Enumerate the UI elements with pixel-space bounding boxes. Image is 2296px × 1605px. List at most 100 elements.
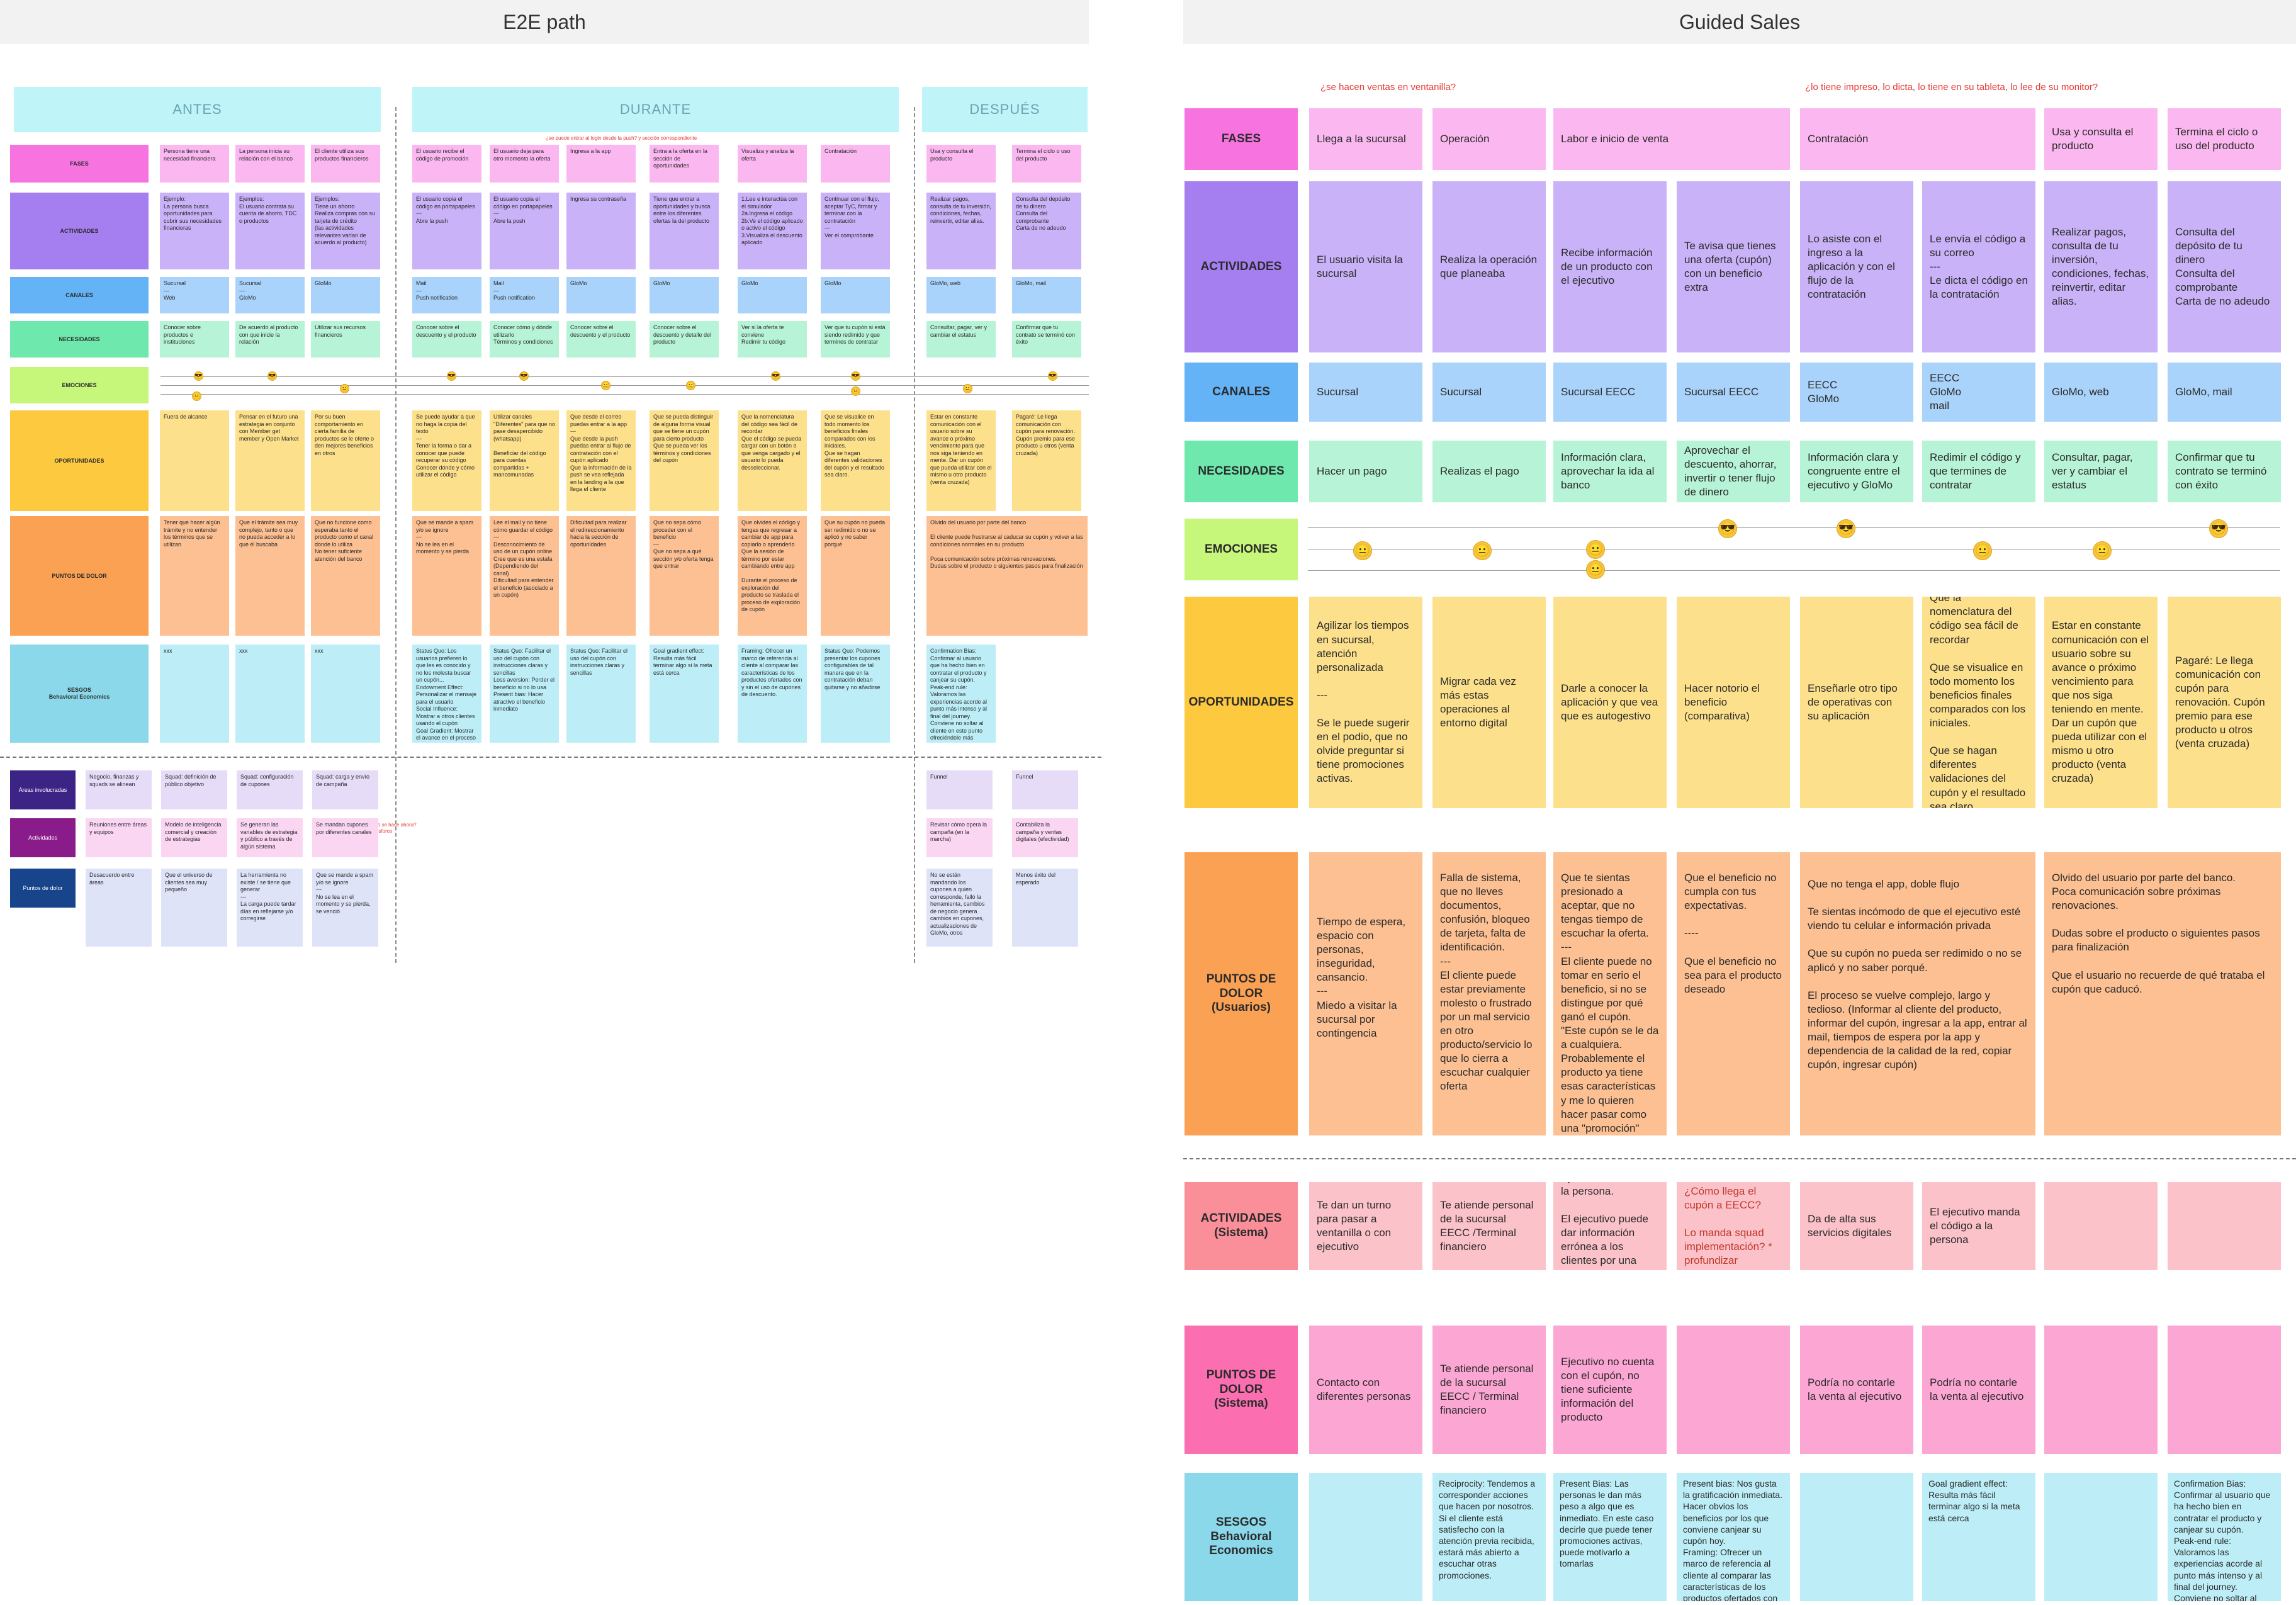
gs-sesgos-card: Present Bias: Las personas le dan más pe… bbox=[1553, 1473, 1667, 1601]
emotion-face-icon: 😐 bbox=[963, 384, 972, 393]
e2e-lower_actividades-card: Reuniones entre áreas y equipos bbox=[86, 818, 152, 857]
e2e-canales-card: GloMo, mail bbox=[1012, 277, 1081, 313]
gs-sesgos-card: Reciprocity: Tendemos a corresponder acc… bbox=[1432, 1473, 1546, 1601]
row-label-emociones: EMOCIONES bbox=[10, 367, 149, 403]
gs-label-puntos-sistema: PUNTOS DE DOLOR (Sistema) bbox=[1185, 1326, 1298, 1454]
row-label-fases: FASES bbox=[10, 145, 149, 183]
gs-label-emociones: EMOCIONES bbox=[1185, 519, 1298, 580]
gs-oportunidades-card: Hacer notorio el beneficio (comparativa) bbox=[1677, 597, 1790, 808]
e2e-sesgos-card: Status Quo: Podemos presentar los cupone… bbox=[821, 645, 890, 743]
gs-oportunidades-card: Enseñarle otro tipo de operativas con su… bbox=[1800, 597, 1913, 808]
emotion-face-icon: 😐 bbox=[1586, 540, 1605, 559]
gs-label-sesgos: SESGOS Behavioral Economics bbox=[1185, 1473, 1298, 1601]
emotion-face-icon: 😎 bbox=[771, 371, 780, 381]
e2e-fases-card: Contratación bbox=[821, 145, 890, 183]
e2e-necesidades-card: Utilizar sus recursos financieros bbox=[311, 321, 380, 358]
gs-sesgos-card bbox=[1309, 1473, 1422, 1601]
gs-puntos-card: Que el beneficio no cumpla con tus expec… bbox=[1677, 852, 1790, 1135]
e2e-lower_puntos-card: La herramienta no existe / se tiene que … bbox=[237, 869, 303, 947]
gs-canales-card: GloMo, web bbox=[2044, 363, 2158, 422]
emotion-face-icon: 😐 bbox=[2093, 541, 2112, 560]
e2e-sesgos-card: Status Quo: Facilitar el uso del cupón c… bbox=[566, 645, 636, 743]
durante-header: DURANTE bbox=[412, 87, 899, 132]
e2e-sesgos-card: Status Quo: Los usuarios prefieren lo qu… bbox=[412, 645, 481, 743]
emotion-face-icon: 😎 bbox=[1718, 519, 1737, 538]
gs-sesgos-card: Present bias: Nos gusta la gratificación… bbox=[1677, 1473, 1790, 1601]
gs-canales-card: EECC GloMo bbox=[1800, 363, 1913, 422]
e2e-canales-card: GloMo bbox=[821, 277, 890, 313]
e2e-areas-card: Funnel bbox=[926, 770, 993, 809]
e2e-oportunidades-card: Que se pueda distinguir de alguna forma … bbox=[650, 410, 719, 511]
emotion-line-low bbox=[160, 394, 1089, 395]
e2e-lower_actividades-card: Se generan las variables de estrategia y… bbox=[237, 818, 303, 857]
e2e-oportunidades-card: Se puede ayudar a que no haga la copia d… bbox=[412, 410, 481, 511]
gs-canales-card: Sucursal EECC bbox=[1553, 363, 1667, 422]
e2e-oportunidades-card: Fuera de alcance bbox=[160, 410, 229, 511]
gs-act_sistema-card: Da de alta sus servicios digitales bbox=[1800, 1182, 1913, 1270]
e2e-lower_actividades-card: Se mandan cupones por diferentes canales bbox=[312, 818, 378, 857]
e2e-actividades-card: Continuar con el flujo, aceptar TyC, fir… bbox=[821, 193, 890, 269]
e2e-lower_actividades-card: Contabiliza la campaña y ventas digitale… bbox=[1012, 818, 1078, 857]
gs-actividades-card: Realiza la operación que planeaba bbox=[1432, 181, 1546, 352]
e2e-areas-card: Squad: definición de público objetivo bbox=[161, 770, 227, 809]
e2e-areas-card: Squad: carga y envío de campaña bbox=[312, 770, 378, 809]
gs-emotion-line-low bbox=[1308, 570, 2280, 571]
emotion-face-icon: 😐 bbox=[1353, 541, 1372, 560]
e2e-fases-card: Termina el ciclo o uso del producto bbox=[1012, 145, 1081, 183]
e2e-oportunidades-card: Que la nomenclatura del código sea fácil… bbox=[738, 410, 807, 511]
emotion-face-icon: 😐 bbox=[340, 384, 349, 393]
divider-right-lower bbox=[1183, 1158, 2296, 1159]
gs-actividades-card: El usuario visita la sucursal bbox=[1309, 181, 1422, 352]
e2e-oportunidades-card: Por su buen comportamiento en cierta fam… bbox=[311, 410, 380, 511]
e2e-lower_actividades-card: Revisar cómo opera la campaña (en la mar… bbox=[926, 818, 993, 857]
emotion-face-icon: 😎 bbox=[519, 371, 529, 381]
e2e-oportunidades-card: Que desde el correo puedas entrar a la a… bbox=[566, 410, 636, 511]
row-label-sesgos: SESGOS Behavioral Economics bbox=[10, 645, 149, 743]
gs-puntos_sistema-card bbox=[1677, 1326, 1790, 1454]
e2e-puntos-card: Olvido del usuario por parte del banco E… bbox=[926, 516, 1088, 636]
emotion-line-high bbox=[160, 376, 1089, 377]
gs-puntos_sistema-card bbox=[2044, 1326, 2158, 1454]
gs-oportunidades-card: Migrar cada vez más estas operaciones al… bbox=[1432, 597, 1546, 808]
e2e-title-bar: E2E path bbox=[0, 0, 1089, 44]
e2e-canales-card: Mail --- Push notification bbox=[412, 277, 481, 313]
gs-necesidades-card: Realizas el pago bbox=[1432, 441, 1546, 502]
note-ventanilla: ¿se hacen ventas en ventanilla? bbox=[1320, 82, 1456, 93]
gs-sesgos-card bbox=[1800, 1473, 1913, 1601]
e2e-necesidades-card: Consultar, pagar, ver y cambiar el estat… bbox=[926, 321, 996, 358]
emotion-face-icon: 😐 bbox=[1473, 541, 1492, 560]
e2e-oportunidades-card: Que se visualice en todo momento los ben… bbox=[821, 410, 890, 511]
e2e-sesgos-card: xxx bbox=[160, 645, 229, 743]
gs-act_sistema-card: ¿Cómo llega el cupón a EECC? Lo manda sq… bbox=[1677, 1182, 1790, 1270]
e2e-puntos-card: Que no sepa cómo proceder con el benefic… bbox=[650, 516, 719, 636]
e2e-canales-card: Sucursal --- Web bbox=[160, 277, 229, 313]
e2e-canales-card: GloMo bbox=[566, 277, 636, 313]
e2e-actividades-card: Ejemplos: Tiene un ahorro Realiza compra… bbox=[311, 193, 380, 269]
gs-sesgos-card: Goal gradient effect: Resulta más fácil … bbox=[1922, 1473, 2035, 1601]
gs-act_sistema-card bbox=[2168, 1182, 2281, 1270]
e2e-areas-card: Funnel bbox=[1012, 770, 1078, 809]
e2e-necesidades-card: Conocer sobre el descuento y el producto bbox=[566, 321, 636, 358]
gs-fases-card: Llega a la sucursal bbox=[1309, 108, 1422, 170]
gs-canales-card: GloMo, mail bbox=[2168, 363, 2281, 422]
antes-header: ANTES bbox=[14, 87, 381, 132]
e2e-lower_puntos-card: Menos éxito del esperado bbox=[1012, 869, 1078, 947]
note-login-push: ¿se puede entrar al login desde la push?… bbox=[546, 135, 697, 141]
e2e-fases-card: Ingresa a la app bbox=[566, 145, 636, 183]
e2e-canales-card: GloMo bbox=[650, 277, 719, 313]
e2e-canales-card: GloMo bbox=[738, 277, 807, 313]
e2e-areas-card: Squad: configuración de cupones bbox=[237, 770, 303, 809]
gs-act_sistema-card: Ejecutivo atiende a la persona. El ejecu… bbox=[1553, 1182, 1667, 1270]
row-label-actividades: ACTIVIDADES bbox=[10, 193, 149, 269]
gs-puntos_sistema-card: Contacto con diferentes personas bbox=[1309, 1326, 1422, 1454]
gs-puntos-card: Que no tenga el app, doble flujo Te sien… bbox=[1800, 852, 2035, 1135]
e2e-sesgos-card: xxx bbox=[311, 645, 380, 743]
e2e-puntos-card: Lee el mail y no tiene cómo guardar el c… bbox=[490, 516, 559, 636]
e2e-title: E2E path bbox=[503, 10, 586, 33]
gs-actividades-card: Consulta del depósito de tu dinero Consu… bbox=[2168, 181, 2281, 352]
emotion-face-icon: 😎 bbox=[447, 371, 456, 381]
row-label-areas: Áreas involucradas bbox=[10, 770, 76, 809]
e2e-necesidades-card: Ver que tu cupón si está siendo redimido… bbox=[821, 321, 890, 358]
e2e-necesidades-card: Confirmar que tu contrato se terminó con… bbox=[1012, 321, 1081, 358]
e2e-actividades-card: Ingresa su contraseña bbox=[566, 193, 636, 269]
